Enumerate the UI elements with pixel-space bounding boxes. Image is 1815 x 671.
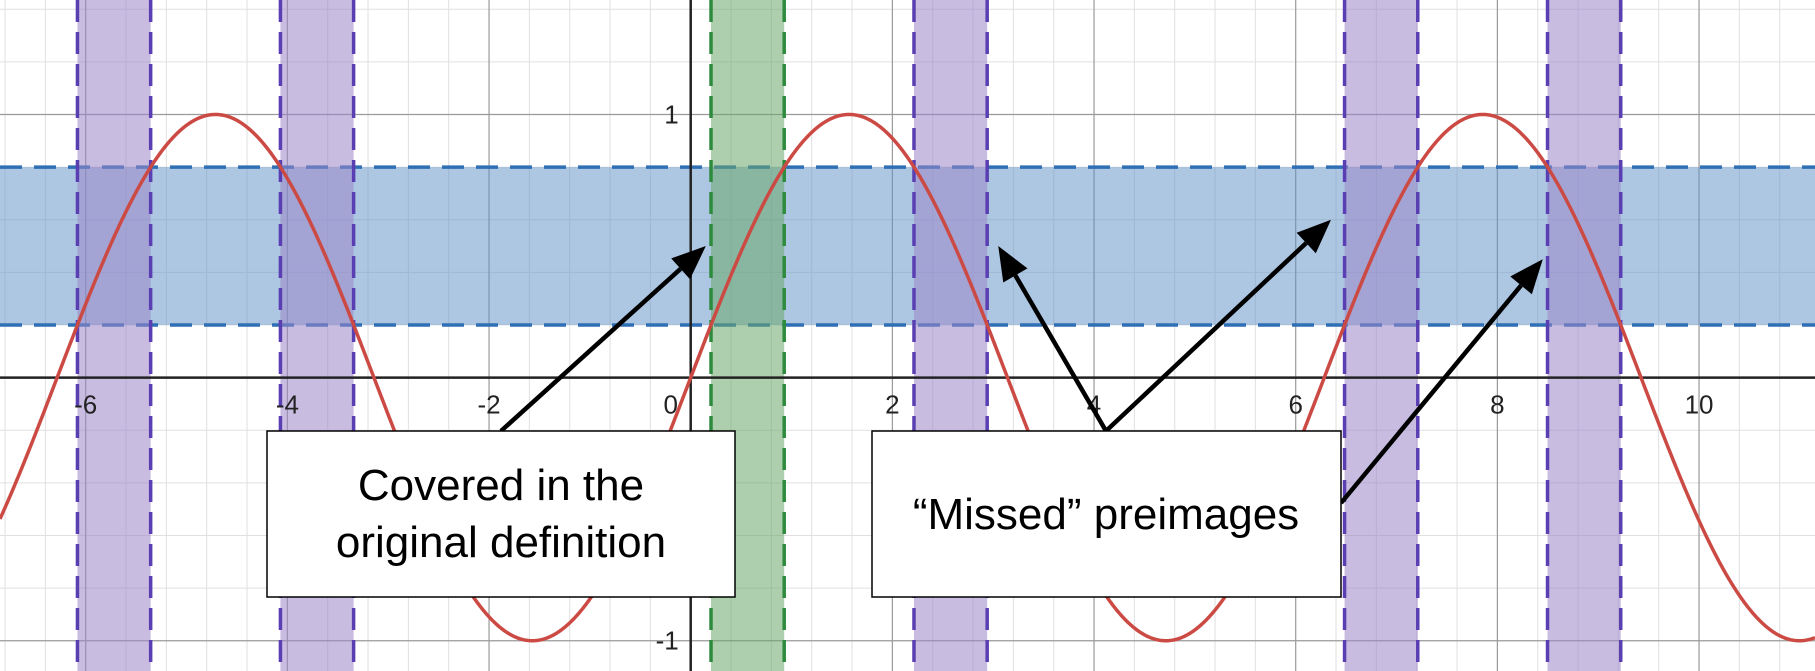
sine-curve	[0, 112, 1815, 643]
horizontal-band	[0, 165, 1815, 327]
callout-covered-line-2: original definition	[336, 518, 666, 567]
arrow-line	[499, 267, 683, 433]
x-tick-label: -4	[276, 390, 299, 420]
sine-curve-layer	[0, 112, 1815, 643]
callout-missed-box	[871, 430, 1342, 598]
x-tick-label: 8	[1490, 390, 1504, 420]
callout-covered-box	[266, 430, 736, 598]
arrow-line	[1013, 274, 1108, 433]
callout-arrows	[499, 219, 1543, 505]
horizontal-band-fill	[0, 167, 1815, 325]
tick-labels: -6 -4 -2 0 2 4 6 8 10 1 -1	[74, 99, 1713, 655]
arrow-head	[998, 246, 1028, 283]
x-tick-label: -6	[74, 390, 97, 420]
arrow-line	[1104, 241, 1308, 433]
x-tick-label: -2	[477, 390, 500, 420]
arrow-head	[671, 246, 706, 280]
y-tick-label: 1	[664, 99, 678, 129]
x-tick-label: 10	[1685, 390, 1714, 420]
callout-missed-line-1: “Missed” preimages	[913, 490, 1299, 539]
x-tick-label: 4	[1087, 390, 1101, 420]
arrow-line	[1339, 283, 1523, 505]
callout-covered: Covered in the original definition	[266, 430, 736, 598]
callout-covered-line-1: Covered in the	[358, 461, 644, 510]
callout-missed: “Missed” preimages	[871, 430, 1342, 598]
x-tick-label: 6	[1288, 390, 1302, 420]
arrow-head	[1296, 219, 1331, 254]
x-tick-label: 2	[885, 390, 899, 420]
y-tick-label: -1	[656, 626, 679, 656]
purple-band-fill	[77, 0, 151, 671]
purple-band-fill	[1344, 0, 1418, 671]
arrow-head	[1510, 259, 1543, 295]
x-tick-label: 0	[663, 390, 677, 420]
purple-band-fill	[1547, 0, 1621, 671]
